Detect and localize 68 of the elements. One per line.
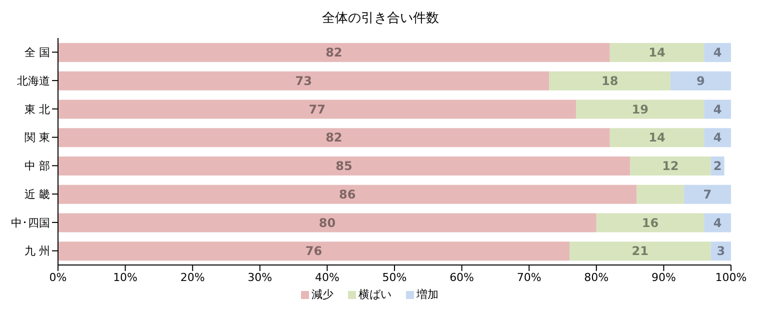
data-label: 21 (632, 244, 648, 258)
legend-label: 減少 (312, 287, 334, 302)
data-label: 4 (713, 216, 722, 230)
data-label: 80 (318, 216, 336, 230)
bar (704, 43, 731, 62)
chart-title: 全体の引き合い件数 (321, 10, 440, 28)
bar (636, 184, 684, 204)
bar (684, 184, 731, 204)
y-tick-label: 東 北 (24, 102, 50, 116)
bar (704, 213, 731, 232)
x-tick-label: 50% (382, 270, 407, 284)
legend-label: 横ばい (358, 287, 392, 302)
y-tick-label: 近 畿 (24, 188, 50, 201)
x-tick-label: 80% (584, 270, 609, 284)
data-label: 14 (648, 46, 666, 60)
legend-label: 増加 (416, 287, 438, 302)
bar (630, 156, 711, 176)
y-tick-label: 全 国 (24, 46, 50, 60)
bar (610, 128, 704, 148)
data-label: 14 (648, 130, 666, 145)
data-label: 4 (713, 46, 722, 60)
bar (58, 128, 610, 148)
x-tick-label: 60% (450, 270, 474, 284)
x-tick-label: 40% (314, 270, 340, 284)
y-tick-label: 中 部 (24, 160, 50, 173)
data-label: 85 (336, 159, 352, 173)
bar (58, 184, 637, 204)
data-label: 7 (703, 187, 712, 202)
bar (58, 156, 630, 176)
bar (596, 213, 704, 232)
bar (58, 71, 550, 90)
bar (569, 242, 711, 261)
y-tick-label: 関 東 (24, 131, 50, 144)
data-label: 76 (305, 244, 322, 258)
bar (610, 43, 704, 62)
bar (58, 43, 610, 62)
x-tick-label: 30% (248, 270, 272, 284)
bar (58, 242, 570, 261)
bar (670, 71, 731, 90)
x-tick-label: 10% (113, 270, 138, 284)
x-tick-label: 70% (516, 270, 542, 284)
data-label: 2 (713, 159, 722, 173)
data-label: 16 (642, 216, 659, 230)
y-tick-label: 中･四国 (11, 216, 50, 230)
x-tick-label: 0% (49, 270, 67, 284)
data-label: 82 (326, 130, 342, 145)
data-label: 18 (602, 74, 618, 88)
bar (58, 100, 576, 119)
data-label: 77 (308, 102, 326, 116)
y-tick-label: 北海道 (17, 74, 50, 88)
data-label: 3 (716, 244, 726, 258)
y-tick-label: 九 州 (24, 244, 50, 258)
data-label: 4 (713, 102, 722, 116)
x-tick-label: 20% (180, 270, 205, 284)
bar (704, 100, 731, 119)
x-tick-label: 90% (651, 270, 676, 284)
data-label: 73 (295, 74, 312, 88)
data-label: 12 (662, 159, 679, 173)
bar (549, 71, 670, 90)
data-label: 4 (713, 130, 722, 145)
data-label: 9 (696, 74, 705, 88)
data-label: 19 (632, 102, 648, 116)
x-tick-label: 100% (715, 270, 747, 284)
bar (704, 128, 731, 148)
data-label: 82 (326, 46, 342, 60)
data-label: 86 (339, 187, 356, 202)
bar (576, 100, 704, 119)
bar (58, 213, 596, 232)
